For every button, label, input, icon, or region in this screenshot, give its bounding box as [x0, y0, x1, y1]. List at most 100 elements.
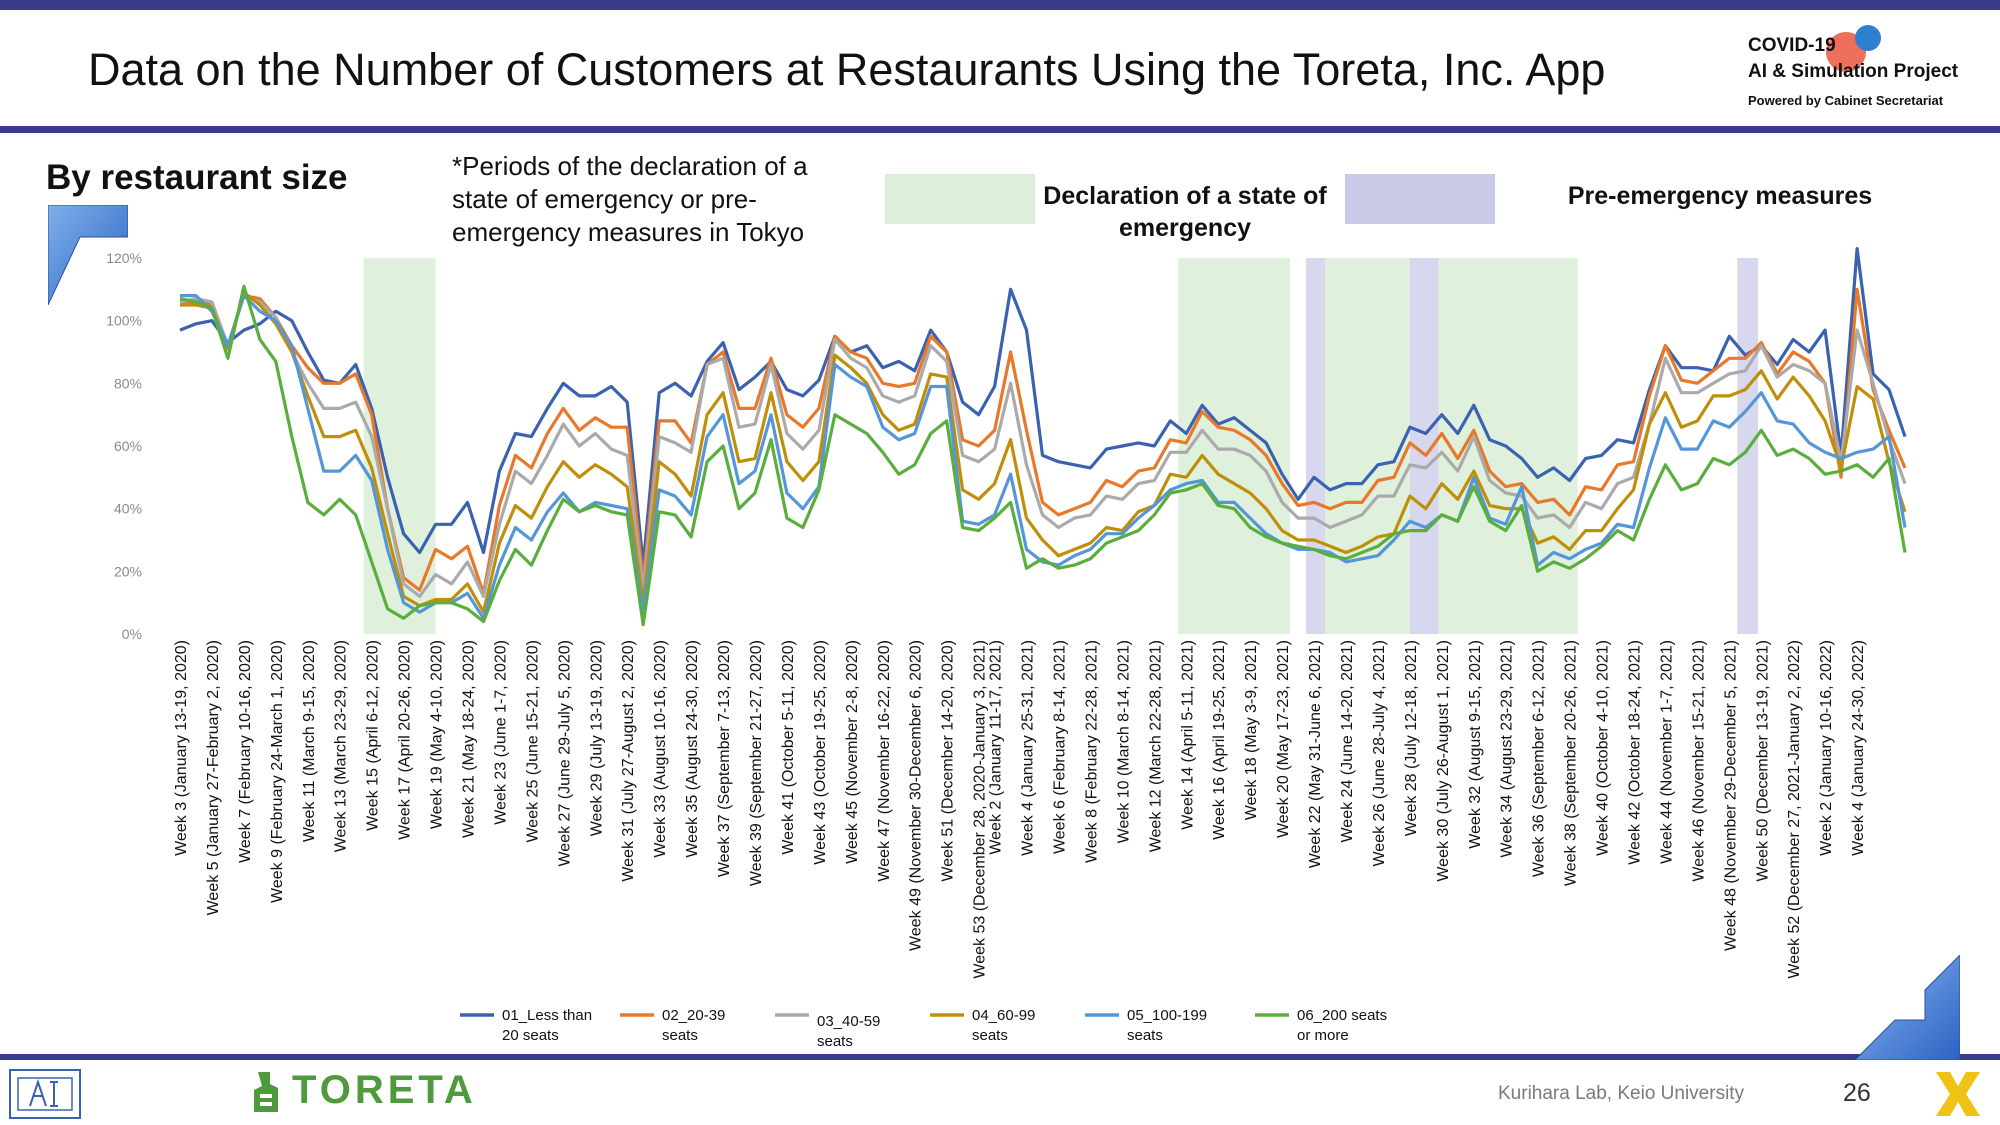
top-band: [0, 0, 2000, 10]
x-tick-label: Week 17 (April 20-26, 2020): [397, 640, 414, 840]
x-tick-label: Week 39 (September 21-27, 2020): [748, 640, 765, 886]
x-tick-label: Week 30 (July 26-August 1, 2021): [1435, 640, 1452, 882]
x-tick-label: Week 29 (July 13-19, 2020): [588, 640, 605, 836]
x-tick-label: Week 3 (January 13-19, 2020): [173, 640, 190, 856]
x-tick-label: Week 15 (April 6-12, 2020): [365, 640, 382, 831]
x-tick-label: Week 53 (December 28, 2020-January 3, 20…: [972, 640, 989, 979]
legend-label: seats: [817, 1033, 853, 1050]
footer-credit: Kurihara Lab, Keio University: [1498, 1083, 1745, 1104]
x-tick-label: Week 19 (May 4-10, 2020): [429, 640, 446, 829]
x-tick-label: Week 37 (September 7-13, 2020): [716, 640, 733, 877]
x-tick-label: Week 24 (June 14-20, 2021): [1339, 640, 1356, 843]
project-logo-mark: [1826, 25, 1881, 72]
x-tick-label: Week 38 (September 20-26, 2021): [1563, 640, 1580, 886]
x-axis: Week 3 (January 13-19, 2020) Week 5 (Janu…: [173, 640, 1867, 979]
x-tick-label: Week 40 (October 4-10, 2021): [1595, 640, 1612, 856]
period-note: *Periods of the declaration of a state o…: [452, 151, 808, 247]
x-tick-label: Week 11 (March 9-15, 2020): [301, 640, 318, 842]
page-number: 26: [1843, 1079, 1871, 1107]
pre-emergency-period: [1737, 258, 1759, 634]
header-divider: [0, 126, 2000, 133]
x-tick-label: Week 35 (August 24-30, 2020): [684, 640, 701, 858]
y-tick-label: 0%: [122, 626, 142, 642]
x-tick-label: Week 45 (November 2-8, 2020): [844, 640, 861, 864]
legend-label: 20 seats: [502, 1027, 559, 1044]
toreta-brand: TORETA: [292, 1068, 477, 1112]
logo-line3: Powered by Cabinet Secretariat: [1748, 93, 1944, 108]
legend-label: or more: [1297, 1027, 1349, 1044]
x-tick-label: Week 33 (August 10-16, 2020): [652, 640, 669, 858]
x-tick-label: Week 50 (December 13-19, 2021): [1754, 640, 1771, 882]
y-tick-label: 60%: [114, 438, 142, 454]
legend-label: 01_Less than: [502, 1007, 592, 1024]
x-tick-label: Week 18 (May 3-9, 2021): [1243, 640, 1260, 820]
y-tick-label: 80%: [114, 375, 142, 391]
x-tick-label: Week 47 (November 16-22, 2020): [876, 640, 893, 882]
x-tick-label: Week 36 (September 6-12, 2021): [1531, 640, 1548, 877]
x-tick-label: Week 2 (January 10-16, 2022): [1818, 640, 1835, 856]
x-tick-label: Week 23 (June 1-7, 2020): [492, 640, 509, 825]
period-shading: [363, 258, 1759, 634]
legend-label: seats: [1127, 1027, 1163, 1044]
legend-label: 02_20-39: [662, 1007, 725, 1024]
logo-line1: COVID-19: [1748, 35, 1836, 56]
x-tick-label: Week 21 (May 18-24, 2020): [461, 640, 478, 838]
corner-arrow-top-left: [48, 205, 128, 305]
corner-arrow-bottom-right: [1855, 955, 1960, 1060]
series-line: [180, 294, 1907, 620]
legend-label: seats: [662, 1027, 698, 1044]
project-x-icon: [1936, 1072, 1980, 1116]
x-tick-label: Week 5 (January 27-February 2, 2020): [205, 640, 222, 915]
y-axis: 0% 20% 40% 60% 80% 100% 120%: [106, 250, 142, 642]
x-tick-label: Week 14 (April 5-11, 2021): [1179, 640, 1196, 830]
x-tick-label: Week 4 (January 25-31, 2021): [1020, 640, 1037, 856]
legend-label: 04_60-99: [972, 1007, 1035, 1024]
y-tick-label: 120%: [106, 250, 142, 266]
keio-lab-logo: [9, 1069, 81, 1119]
x-tick-label: Week 26 (June 28-July 4, 2021): [1371, 640, 1388, 867]
x-tick-label: Week 6 (February 8-14, 2021): [1051, 640, 1068, 854]
y-tick-label: 40%: [114, 501, 142, 517]
pre-emergency-legend-swatch: [1345, 174, 1495, 224]
x-tick-label: Week 49 (November 30-December 6, 2020): [908, 640, 925, 951]
x-tick-label: Week 12 (March 22-28, 2021): [1147, 640, 1164, 852]
x-tick-label: Week 42 (October 18-24, 2021): [1626, 640, 1643, 865]
footer-divider: [0, 1054, 2000, 1060]
legend-label: 03_40-59: [817, 1013, 880, 1030]
y-tick-label: 20%: [114, 563, 142, 579]
pre-emergency-legend-label: Pre-emergency measures: [1567, 182, 1873, 210]
x-tick-label: Week 9 (February 24-March 1, 2020): [269, 640, 286, 903]
emergency-legend-swatch: [885, 174, 1035, 224]
x-tick-label: Week 32 (August 9-15, 2021): [1467, 640, 1484, 849]
legend-label: 06_200 seats: [1297, 1007, 1387, 1024]
x-tick-label: Week 48 (November 29-December 5, 2021): [1722, 640, 1739, 951]
section-title: By restaurant size: [46, 158, 348, 197]
x-tick-label: Week 20 (May 17-23, 2021): [1275, 640, 1292, 838]
series-lines: [179, 247, 1907, 627]
logo-line2: AI & Simulation Project: [1748, 61, 1959, 82]
series-line: [180, 290, 1907, 614]
x-tick-label: Week 44 (November 1-7, 2021): [1658, 640, 1675, 864]
project-logo: COVID-19 AI & Simulation Project Powered…: [1748, 35, 1958, 108]
x-tick-label: Week 52 (December 27, 2021-January 2, 20…: [1786, 640, 1803, 979]
toreta-logo-mark: [254, 1072, 278, 1112]
series-line: [179, 287, 1907, 595]
x-tick-label: Week 16 (April 19-25, 2021): [1211, 640, 1228, 840]
x-tick-label: Week 46 (November 15-21, 2021): [1690, 640, 1707, 882]
series-line: [179, 294, 1907, 599]
emergency-period: [1325, 258, 1410, 634]
x-tick-label: Week 22 (May 31-June 6, 2021): [1307, 640, 1324, 868]
x-tick-label: Week 13 (March 23-29, 2020): [333, 640, 350, 852]
x-tick-label: Week 43 (October 19-25, 2020): [812, 640, 829, 865]
x-tick-label: Week 10 (March 8-14, 2021): [1115, 640, 1132, 843]
x-tick-label: Week 8 (February 22-28, 2021): [1083, 640, 1100, 863]
x-tick-label: Week 7 (February 10-16, 2020): [237, 640, 254, 863]
legend-label: seats: [972, 1027, 1008, 1044]
x-tick-label: Week 51 (December 14-20, 2020): [940, 640, 957, 882]
x-tick-label: Week 41 (October 5-11, 2020): [780, 640, 797, 855]
page-title: Data on the Number of Customers at Resta…: [88, 44, 1606, 95]
pre-emergency-period: [1306, 258, 1326, 634]
series-line: [179, 284, 1907, 627]
x-tick-label: Week 4 (January 24-30, 2022): [1850, 640, 1867, 856]
